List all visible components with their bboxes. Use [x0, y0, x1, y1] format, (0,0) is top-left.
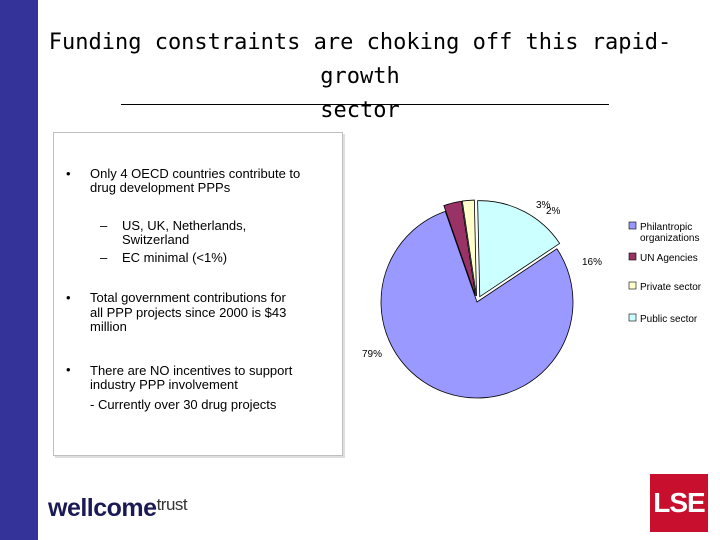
legend-swatch-2 — [628, 252, 637, 261]
slide-title: Funding constraints are choking off this… — [40, 26, 680, 128]
pie-slice-labels: 79% 3%2% 16% — [362, 200, 602, 360]
pie-slice-label-3: 2% — [546, 206, 561, 217]
pie-slice-philantropic-organizations — [380, 210, 574, 399]
legend-label-1-2: organizations — [640, 233, 699, 244]
pie-slice-un-agencies — [443, 200, 476, 297]
bullet-1: Only 4 OECD countries contribute to drug… — [90, 167, 300, 195]
title-divider — [121, 104, 609, 105]
bullet-marker-2: • — [66, 290, 71, 305]
legend-label-4-1: Public sector — [640, 314, 698, 325]
pie-slice-label-4: 16% — [582, 257, 602, 268]
sub-bullet-1-line-1: US, UK, Netherlands, — [122, 218, 247, 233]
pie-slice-private-sector — [461, 199, 477, 297]
lse-logo: LSE — [650, 474, 708, 532]
bullet-3-line-2: industry PPP involvement — [90, 377, 238, 392]
bullet-2-line-2: all PPP projects since 2000 is $43 — [90, 305, 287, 320]
bullet-2: Total government contributions for all P… — [90, 290, 286, 334]
trust-wordmark: trust — [156, 495, 188, 514]
legend-label-1-1: Philantropic — [640, 222, 692, 233]
pie-slice-label-1: 79% — [362, 349, 382, 360]
bullet-marker-1: • — [66, 166, 71, 181]
bullet-1-line-2: drug development PPPs — [90, 180, 231, 195]
title-line-2: sector — [320, 98, 400, 123]
bullet-text-box — [53, 132, 343, 456]
wellcome-trust-logo: wellcometrust — [48, 494, 188, 523]
legend-swatch-4 — [628, 313, 637, 322]
pie-slice-label-2: 3% — [536, 200, 551, 211]
bullet-3-line-1: There are NO incentives to support — [90, 363, 293, 378]
legend-swatch-3 — [628, 281, 637, 290]
sub-marker-1: – — [100, 218, 108, 233]
title-line-1: Funding constraints are choking off this… — [48, 30, 672, 89]
sub-bullet-1: US, UK, Netherlands, Switzerland — [122, 219, 246, 247]
legend-label-3-1: Private sector — [640, 282, 702, 293]
bullet-1-line-1: Only 4 OECD countries contribute to — [90, 166, 301, 181]
bullet-2-line-1: Total government contributions for — [90, 290, 286, 305]
pie-slices — [380, 199, 574, 399]
bullet-3: There are NO incentives to support indus… — [90, 364, 292, 412]
bullet-marker-3: • — [66, 362, 71, 377]
sub-marker-2: – — [100, 250, 108, 265]
bullet-2-line-3: million — [90, 319, 127, 334]
left-accent-bar — [0, 0, 38, 540]
legend-label-2-1: UN Agencies — [640, 253, 698, 264]
wellcome-wordmark: wellcome — [48, 494, 157, 522]
sub-bullet-1-line-2: Switzerland — [122, 232, 190, 247]
bullet-3-line-3: - Currently over 30 drug projects — [90, 397, 277, 412]
pie-slice-public-sector — [477, 200, 561, 298]
sub-bullet-2: EC minimal (<1%) — [122, 250, 228, 265]
legend-swatch-1 — [628, 221, 637, 230]
